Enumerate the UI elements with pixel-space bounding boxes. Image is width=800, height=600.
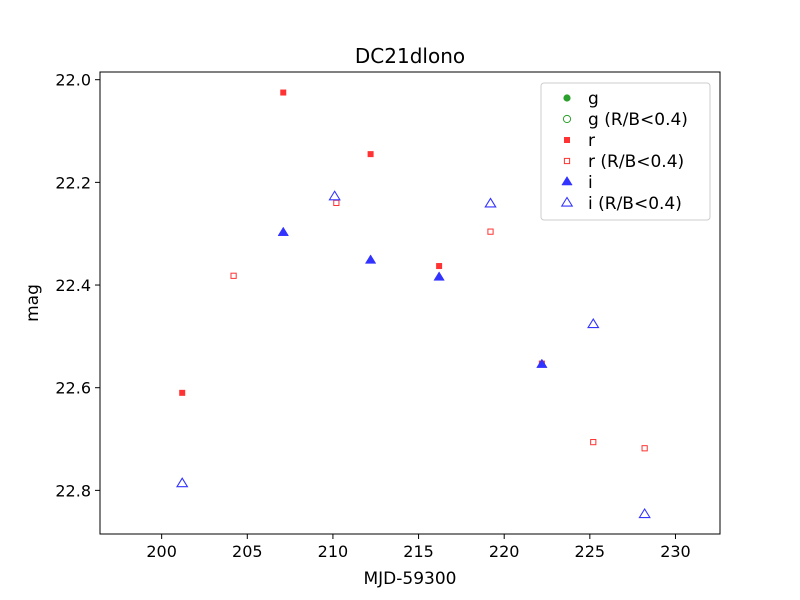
legend-label: i (R/B<0.4) <box>588 194 682 214</box>
legend-item: r <box>564 131 595 151</box>
legend-item: g <box>563 89 599 109</box>
series-r-r-b-0-4- <box>230 199 648 452</box>
x-tick-label: 200 <box>146 542 177 561</box>
data-point <box>638 507 651 519</box>
y-tick-label: 22.0 <box>55 71 91 90</box>
legend-item: i (R/B<0.4) <box>560 194 682 214</box>
legend-item: g (R/B<0.4) <box>562 110 688 130</box>
data-point <box>328 190 341 201</box>
data-point <box>436 263 443 270</box>
x-tick-label: 215 <box>403 542 434 561</box>
legend-label: g (R/B<0.4) <box>588 110 688 130</box>
data-point <box>176 477 189 488</box>
data-point <box>280 89 287 96</box>
axes-frame <box>99 71 721 535</box>
data-point <box>367 151 374 158</box>
data-point <box>433 271 445 281</box>
legend-marker <box>561 176 573 186</box>
legend-box <box>540 82 711 221</box>
data-point <box>277 226 289 236</box>
data-point <box>364 254 377 264</box>
x-tick-label: 205 <box>232 542 263 561</box>
y-tick-label: 22.6 <box>55 379 91 398</box>
legend-marker <box>563 157 571 165</box>
y-tick-label: 22.2 <box>55 173 91 192</box>
legend-label: r <box>588 131 595 151</box>
legend-item: r (R/B<0.4) <box>563 152 684 172</box>
legend-item: i <box>561 173 593 193</box>
legend-label: r (R/B<0.4) <box>588 152 684 172</box>
x-axis-label: MJD-59300 <box>364 569 457 589</box>
series-i-r-b-0-4- <box>176 190 651 519</box>
legend: gg (R/B<0.4)rr (R/B<0.4)ii (R/B<0.4) <box>540 82 711 221</box>
legend-marker <box>564 137 570 143</box>
x-tick-label: 210 <box>318 542 349 561</box>
y-axis: 22.0 22.2 22.4 22.6 22.8 <box>55 71 100 500</box>
data-point <box>487 228 494 235</box>
y-tick-label: 22.4 <box>55 276 91 295</box>
legend-label: g <box>588 89 599 109</box>
legend-marker <box>563 94 571 102</box>
data-point <box>179 389 186 396</box>
data-point <box>641 445 648 452</box>
data-point <box>230 272 237 279</box>
plot-area <box>176 89 651 519</box>
x-axis: 200 205 210 215 220 225 230 <box>146 534 691 561</box>
data-point <box>587 318 600 329</box>
legend-marker <box>562 114 572 124</box>
chart-title: DC21dlono <box>355 44 465 68</box>
x-tick-label: 225 <box>575 542 606 561</box>
x-tick-label: 220 <box>489 542 520 561</box>
series-i <box>277 226 548 368</box>
data-point <box>484 197 497 208</box>
data-point <box>536 358 548 368</box>
x-tick-label: 230 <box>660 542 691 561</box>
data-point <box>590 439 597 446</box>
legend-label: i <box>588 173 593 193</box>
y-axis-label: mag <box>23 284 43 322</box>
legend-marker <box>560 196 574 207</box>
y-tick-label: 22.8 <box>55 481 91 500</box>
